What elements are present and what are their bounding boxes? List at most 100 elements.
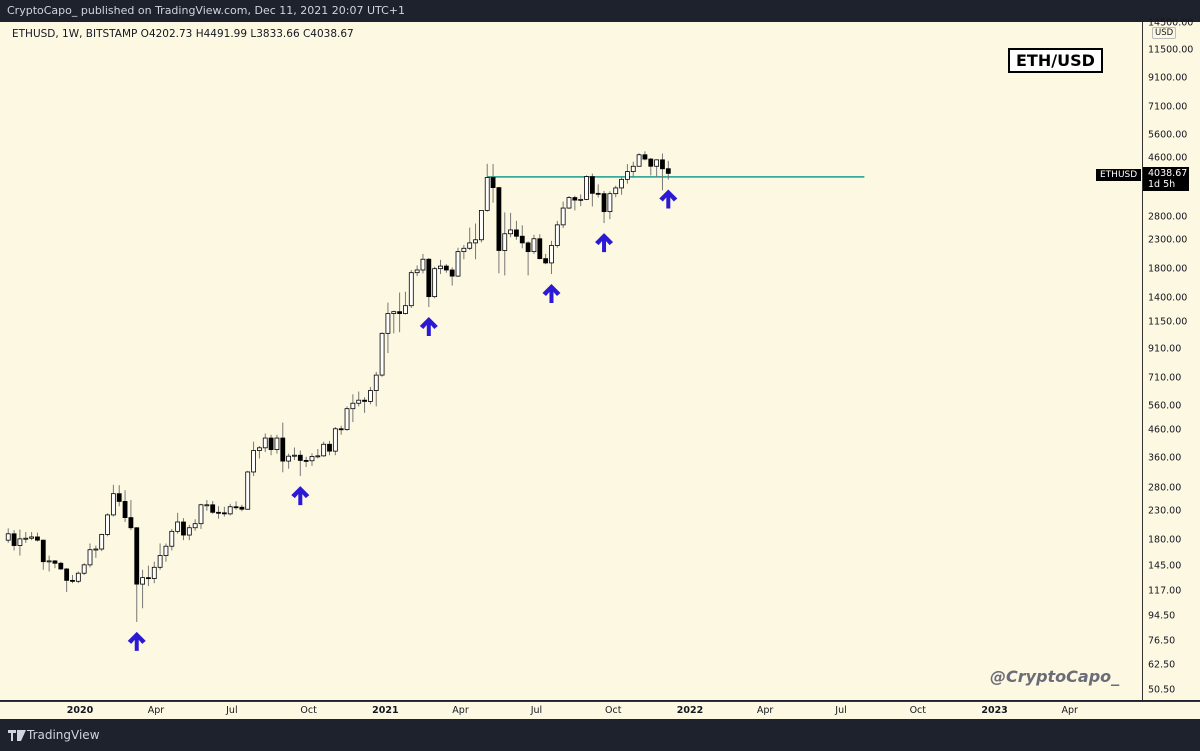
candle-body [286,455,292,462]
price-tick: 4600.00 [1148,152,1188,164]
candle-body [607,193,613,213]
candlestick-plot[interactable] [0,0,1142,700]
time-tick: Oct [605,705,622,716]
candle-body [391,311,397,314]
candle-body [58,562,64,570]
candle-body [537,238,543,260]
candle-body [81,564,87,574]
candle-body [560,207,566,226]
candle-body [181,521,186,536]
candle-body [227,506,233,515]
time-tick: Jul [835,705,847,716]
candle-body [245,471,251,510]
candle-body [128,517,134,529]
time-axis[interactable]: 2020 Apr Jul Oct 2021 Apr Jul Oct 2022 Apr Jul Oct 2… [0,701,1200,719]
candle-body [315,455,321,458]
candle-body [578,198,584,201]
candle-body [438,265,443,270]
candle-body [449,269,455,277]
candle-body [140,577,145,585]
chart-pane[interactable]: ETHUSD, 1W, BITSTAMP O4202.73 H4491.99 L… [0,22,1143,700]
candle-body [403,305,408,314]
candle-body [519,235,525,244]
candle-body [660,159,665,170]
price-tick: 2800.00 [1148,211,1188,223]
candle-body [93,548,99,551]
candle-body [397,311,403,314]
candle-body [426,258,432,298]
time-tick: 2021 [372,705,399,716]
candle-body [502,233,508,251]
candle-body [549,245,554,264]
price-tick: 280.00 [1148,482,1182,494]
candle-body [46,560,52,563]
candle-body [309,456,315,462]
candle-body [338,428,344,431]
candle-body [292,454,297,457]
price-tick: 1400.00 [1148,292,1188,304]
candle-body [280,437,286,462]
candle-body [554,224,560,246]
time-tick: Apr [1061,705,1078,716]
price-tick: 50.50 [1148,684,1176,696]
time-tick: 2022 [676,705,704,716]
candle-body [274,437,280,451]
candle-body [321,443,327,457]
candle-body [29,536,35,539]
candle-body [408,272,414,307]
candle-body [157,555,163,568]
price-tick: 7100.00 [1148,101,1188,113]
candle-body [344,408,350,430]
ohlc-legend: ETHUSD, 1W, BITSTAMP O4202.73 H4491.99 L… [12,28,354,40]
candle-body [239,506,245,510]
price-tick: 9100.00 [1148,72,1188,84]
candle-body [467,242,473,249]
candle-body [233,506,239,509]
price-tick: 145.00 [1148,560,1182,572]
candle-body [52,560,58,564]
up-arrow-icon [127,631,146,651]
price-tick: 11500.00 [1148,44,1194,56]
candle-body [356,399,362,404]
candle-body [613,187,619,195]
candle-body [175,521,181,532]
candle-body [186,527,192,536]
price-tick: 2300.00 [1148,234,1188,246]
up-arrow-icon [291,486,310,506]
watermark: @CryptoCapo_ [990,667,1120,686]
candle-body [11,533,17,546]
candle-body [192,523,198,529]
candle-body [595,192,601,195]
candle-body [543,258,549,264]
price-tick: 117.00 [1148,585,1182,597]
publish-header: CryptoCapo_ published on TradingView.com… [0,0,1200,22]
candle-body [17,538,23,546]
candle-body [420,258,426,271]
time-tick: Oct [909,705,927,716]
candle-body [584,176,589,200]
brand-name: TradingView [27,728,100,742]
candle-body [566,197,572,209]
price-tick: 94.50 [1148,610,1176,622]
candle-body [204,504,210,507]
candle-body [5,533,11,541]
time-tick: 2020 [66,705,94,716]
candle-body [75,572,81,582]
candle-body [601,193,607,213]
price-tick: 1150.00 [1148,316,1188,327]
candle-body [432,268,438,298]
candle-body [110,493,116,516]
pair-label: ETH/USD [1008,48,1103,73]
currency-badge[interactable]: USD [1152,27,1177,39]
candle-body [163,545,169,556]
candle-body [116,493,122,502]
time-tick: Jul [530,705,543,716]
candle-body [87,549,93,566]
candle-body [473,239,478,244]
price-tick: 62.50 [1148,659,1176,671]
candle-body [373,374,379,392]
price-axis[interactable]: USD 14500.00 11500.00 9100.00 7100.00 5600.0… [1143,17,1200,700]
time-tick: Oct [300,705,317,716]
price-tick: 180.00 [1148,534,1182,546]
candle-body [169,530,175,547]
